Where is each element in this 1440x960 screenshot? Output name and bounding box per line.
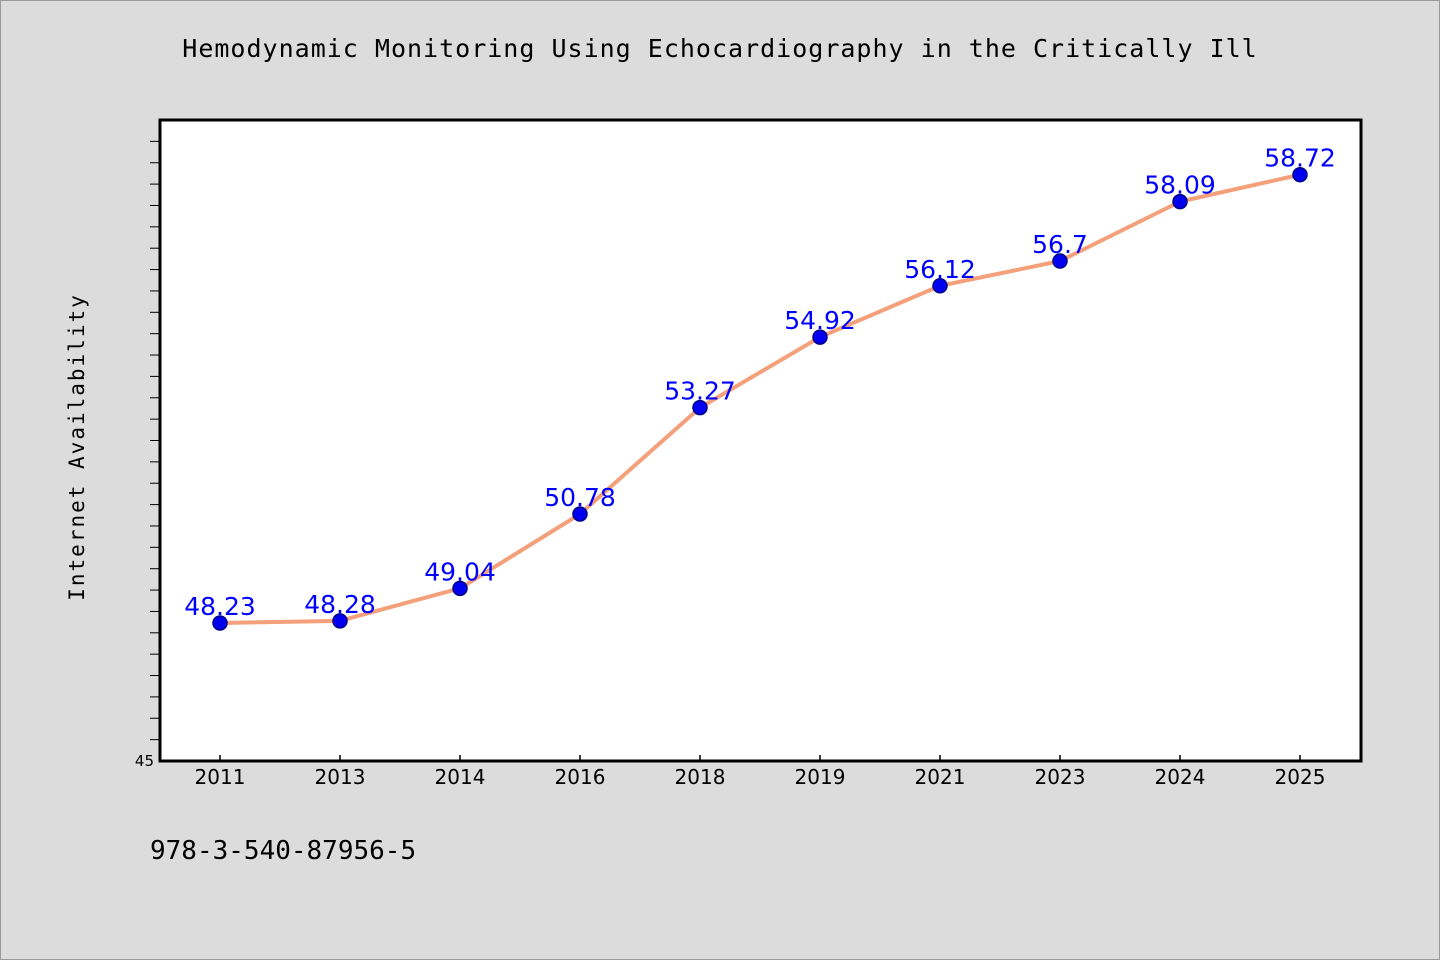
x-tick-label: 2018: [675, 765, 726, 789]
x-axis-ticks: 2011 2013 2014 2016 2018 2019 2021 2023 2024 2025: [195, 755, 1326, 789]
y-tick-label: 45: [135, 752, 154, 770]
data-label: 50.78: [544, 483, 616, 512]
data-label: 48.23: [184, 592, 256, 621]
chart-title: Hemodynamic Monitoring Using Echocardiog…: [182, 34, 1258, 63]
data-label: 58.72: [1264, 144, 1336, 173]
x-tick-label: 2011: [195, 765, 246, 789]
series-line: [218, 172, 1302, 625]
data-points: [212, 166, 1308, 631]
x-tick-label: 2014: [435, 765, 486, 789]
data-label: 53.27: [664, 377, 736, 406]
data-point: [1292, 166, 1308, 183]
plot-area: [158, 118, 1363, 763]
data-label: 56.12: [904, 255, 976, 284]
x-tick-label: 2013: [315, 765, 366, 789]
data-point: [692, 399, 708, 416]
x-tick-label: 2025: [1275, 765, 1326, 789]
data-point: [212, 615, 228, 631]
data-point: [332, 613, 348, 629]
data-label: 58.09: [1144, 171, 1216, 200]
data-labels: 48.23 48.28 49.04 50.78 53.27 54.92 56.12 56.7 5…: [184, 144, 1336, 621]
x-tick-label: 2024: [1155, 765, 1206, 789]
x-tick-label: 2019: [795, 765, 846, 789]
data-point: [572, 506, 588, 522]
x-tick-label: 2016: [555, 765, 606, 789]
data-point: [452, 580, 468, 597]
data-label: 56.7: [1032, 230, 1088, 259]
data-label: 54.92: [784, 306, 856, 335]
series-line-group: [218, 172, 1302, 625]
data-label: 48.28: [304, 590, 376, 619]
x-tick-label: 2023: [1035, 765, 1086, 789]
data-point: [812, 329, 828, 345]
x-tick-label: 2021: [915, 765, 966, 789]
data-point: [932, 278, 948, 294]
isbn-text: 978-3-540-87956-5: [150, 836, 417, 866]
data-point: [1052, 253, 1068, 269]
y-axis-ticks: 45: [135, 140, 160, 770]
data-label: 49.04: [424, 557, 496, 586]
data-point: [1172, 193, 1188, 210]
